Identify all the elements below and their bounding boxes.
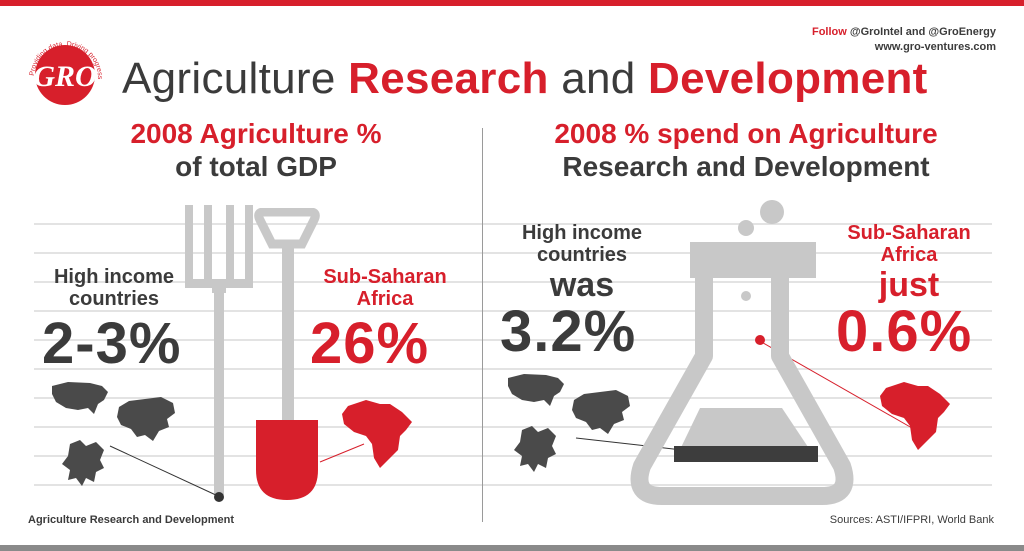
right-high-income-value: 3.2% — [500, 299, 637, 364]
bottom-bar — [0, 545, 1024, 551]
africa-map-icon — [342, 400, 412, 468]
top-accent-bar — [0, 0, 1024, 6]
page-title: Agriculture Research and Development — [122, 54, 928, 103]
right-heading-line1: 2008 % spend on Agriculture — [554, 118, 938, 149]
right-ssa-value: 0.6% — [836, 299, 973, 364]
footer-sources: Sources: ASTI/IFPRI, World Bank — [829, 514, 994, 526]
flask-icon — [630, 200, 854, 505]
gro-logo: Providing data. Driving progress. GRO — [20, 28, 103, 105]
europe-map-icon — [514, 426, 556, 472]
right-high-income-label: High income countries — [521, 222, 642, 266]
follow-text[interactable]: Follow @GroIntel and @GroEnergy — [811, 26, 996, 38]
asia-map-icon — [572, 390, 630, 434]
left-heading-line2: of total GDP — [175, 151, 337, 182]
logo-text: GRO — [33, 60, 96, 93]
website-link[interactable]: www.gro-ventures.com — [874, 41, 996, 53]
footer-title: Agriculture Research and Development — [28, 514, 235, 526]
pitchfork-icon — [185, 205, 253, 502]
asia-map-icon — [117, 397, 175, 441]
right-high-income-word: was — [549, 266, 615, 304]
panel-divider — [482, 128, 483, 522]
usa-map-icon — [508, 374, 564, 406]
left-high-income-label: High income countries — [53, 266, 174, 310]
africa-map-icon — [880, 382, 950, 450]
right-ssa-label: Sub-Saharan Africa — [847, 222, 971, 266]
europe-map-icon — [62, 440, 104, 486]
left-ssa-label: Sub-Saharan Africa — [323, 266, 447, 310]
left-high-income-value: 2-3% — [42, 311, 182, 376]
shovel-icon — [254, 208, 320, 500]
right-heading-line2: Research and Development — [562, 151, 930, 182]
right-ssa-word: just — [878, 266, 940, 304]
left-heading-line1: 2008 Agriculture % — [130, 118, 382, 149]
left-ssa-value: 26% — [310, 311, 430, 376]
usa-map-icon — [52, 382, 108, 414]
